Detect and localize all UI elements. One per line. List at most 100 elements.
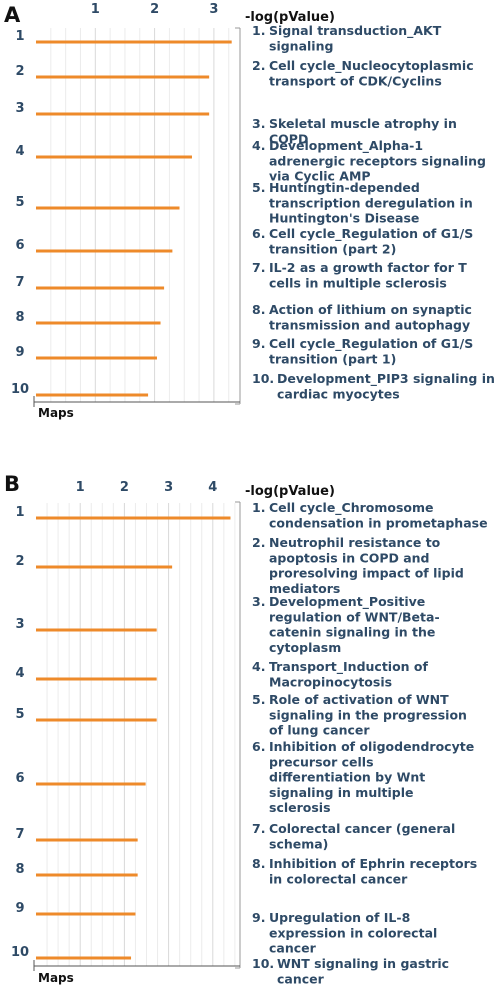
panel-a-description-line: cardiac myocytes [277, 386, 400, 401]
panel-a-description-number: 9. [252, 336, 265, 351]
panel-b-description-line: of lung cancer [269, 723, 370, 738]
panel-a-description-line: Cell cycle_Nucleocytoplasmic [269, 58, 474, 74]
panel-b-category-label: 1 [15, 505, 24, 520]
panel-a-description-line: Cell cycle_Regulation of G1/S [269, 226, 473, 242]
panel-b-x-tick-label: 1 [76, 480, 85, 495]
panel-b-category-label: 10 [11, 945, 29, 960]
panel-a-description-line: IL-2 as a growth factor for T [269, 260, 467, 275]
panel-b-category-label: 9 [15, 901, 24, 916]
panel-b-description-line: catenin signaling in the [269, 625, 435, 640]
panel-b-description-line: Inhibition of Ephrin receptors [269, 856, 477, 871]
panel-a-description-line: transition (part 1) [269, 351, 396, 366]
panel-b-description-line: Inhibition of oligodendrocyte [269, 739, 474, 754]
panel-a-description-number: 6. [252, 226, 265, 241]
panel-a-description-number: 3. [252, 116, 265, 131]
panel-b-category-label: 8 [15, 862, 24, 877]
panel-b-x-axis-title: -log(pValue) [245, 484, 335, 499]
panel-b-description-number: 8. [252, 856, 265, 871]
panel-b-description-line: differentiation by Wnt [269, 770, 425, 785]
panel-a-description-line: signaling [269, 38, 333, 53]
panel-b-description-number: 4. [252, 659, 265, 674]
panel-b-description-number: 7. [252, 821, 265, 836]
panel-b-description-number: 3. [252, 594, 265, 609]
panel-b-category-label: 3 [15, 617, 24, 632]
panel-a-y-axis-title: Maps [38, 406, 74, 420]
panel-b-description-number: 2. [252, 535, 265, 550]
panel-b-description-line: apoptosis in COPD and [269, 550, 430, 565]
panel-a-category-label: 5 [15, 195, 24, 210]
panel-a-description-line: transcription deregulation in [269, 195, 473, 210]
panel-a-category-label: 9 [15, 345, 24, 360]
panel-b-category-label: 6 [15, 771, 24, 786]
panel-a-description-line: adrenergic receptors signaling [269, 153, 486, 168]
panel-b-description-number: 6. [252, 739, 265, 754]
panel-a-description-number: 2. [252, 58, 265, 73]
panel-a-category-label: 10 [11, 382, 29, 397]
panel-b-description-line: Neutrophil resistance to [269, 535, 441, 550]
panel-b-y-axis-title: Maps [38, 971, 74, 985]
panel-b-category-label: 7 [15, 827, 24, 842]
panel-a-description-line: transmission and autophagy [269, 317, 470, 332]
panel-a-letter: A [4, 3, 21, 27]
panel-a-description-line: Skeletal muscle atrophy in [269, 116, 457, 131]
panel-b-category-label: 5 [15, 707, 24, 722]
panel-b-category-label: 2 [15, 554, 24, 569]
panel-a-description-line: transition (part 2) [269, 241, 396, 256]
panel-a-description-line: Cell cycle_Regulation of G1/S [269, 336, 473, 352]
panel-a-description-number: 7. [252, 260, 265, 275]
panel-a-description-line: Signal transduction_AKT [269, 23, 442, 39]
panel-a-description-line: Huntington's Disease [269, 211, 419, 226]
panel-a-category-label: 2 [15, 64, 24, 79]
panel-a-category-label: 4 [15, 144, 24, 159]
panel-b-description-line: condensation in prometaphase [269, 515, 488, 530]
panel-a-category-label: 1 [15, 29, 24, 44]
panel-b-description-line: mediators [269, 581, 340, 596]
panel-a-description-line: transport of CDK/Cyclins [269, 73, 442, 88]
panel-b-x-tick-label: 3 [164, 480, 173, 495]
panel-b-description-line: Colorectal cancer (general [269, 821, 455, 836]
panel-a-category-label: 8 [15, 310, 24, 325]
panel-b-description-line: signaling in the progression [269, 707, 467, 722]
panel-a-description-line: via Cyclic AMP [269, 169, 371, 184]
panel-a-description-line: Action of lithium on synaptic [269, 302, 472, 317]
panel-a-description-number: 10. [252, 371, 274, 386]
panel-a-x-axis-title: -log(pValue) [245, 10, 335, 25]
panel-a-description-number: 4. [252, 138, 265, 153]
panel-b-description-line: sclerosis [269, 800, 331, 815]
panel-a-description-number: 5. [252, 180, 265, 195]
panel-b-description-line: cancer [269, 941, 317, 956]
panel-a-description-number: 8. [252, 302, 265, 317]
panel-b-description-line: signaling in multiple [269, 785, 414, 800]
panel-b-description-number: 9. [252, 910, 265, 925]
panel-b-description-number: 10. [252, 956, 274, 971]
panel-b-description-number: 1. [252, 500, 265, 515]
panel-b-description-line: regulation of WNT/Beta- [269, 609, 440, 624]
panel-b-description-line: Upregulation of IL-8 [269, 910, 410, 925]
panel-a-description-number: 1. [252, 23, 265, 38]
panel-b-description-line: Macropinocytosis [269, 674, 392, 689]
panel-b-description-line: Development_Positive [269, 594, 425, 610]
panel-b-description-line: Cell cycle_Chromosome [269, 500, 434, 516]
panel-a-x-tick-label: 1 [91, 2, 100, 17]
panel-b-description-number: 5. [252, 692, 265, 707]
panel-b-description-line: WNT signaling in gastric [277, 956, 449, 971]
panel-b-description-line: proresolving impact of lipid [269, 566, 464, 581]
panel-b-x-tick-label: 4 [208, 480, 217, 495]
panel-a-x-tick-label: 2 [150, 2, 159, 17]
panel-b-description-line: expression in colorectal [269, 925, 437, 940]
panel-b-description-line: schema) [269, 836, 328, 851]
panel-a-x-tick-label: 3 [209, 2, 218, 17]
panel-a-category-label: 6 [15, 238, 24, 253]
panel-a-description-line: Development_Alpha-1 [269, 138, 423, 154]
panel-a-category-label: 3 [15, 101, 24, 116]
panel-b-category-label: 4 [15, 666, 24, 681]
panel-b-description-line: precursor cells [269, 754, 374, 769]
panel-b-x-tick-label: 2 [120, 480, 129, 495]
panel-b-description-line: cytoplasm [269, 640, 341, 655]
panel-a-description-line: Huntingtin-depended [269, 180, 420, 195]
panel-a-description-line: COPD [269, 131, 308, 146]
panel-a-category-label: 7 [15, 275, 24, 290]
panel-b-description-line: Transport_Induction of [269, 659, 429, 675]
panel-b-description-line: in colorectal cancer [269, 871, 408, 886]
